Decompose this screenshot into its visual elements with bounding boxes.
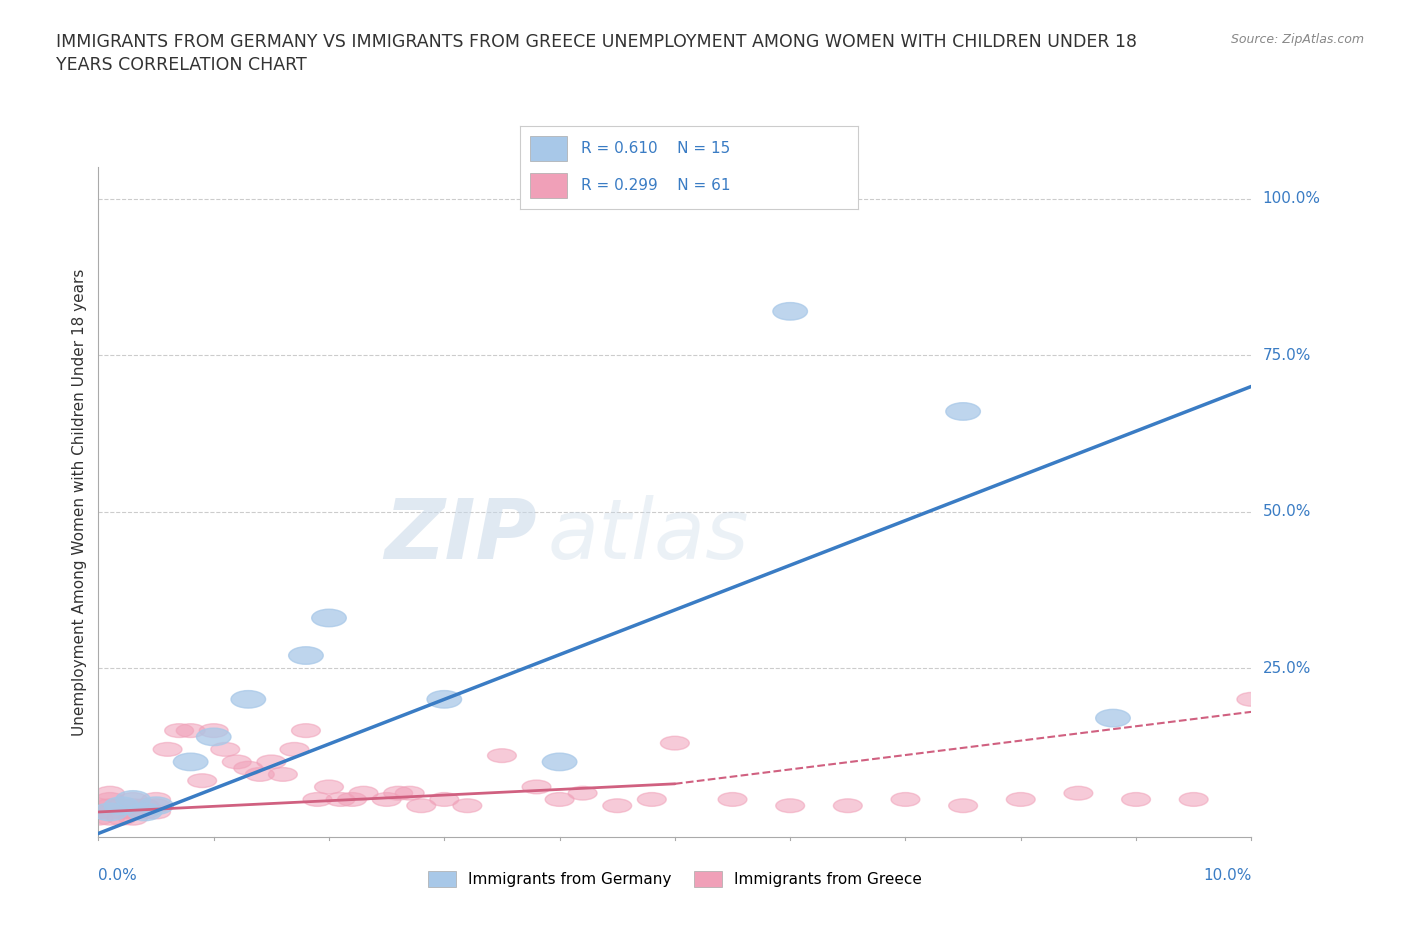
Ellipse shape: [107, 805, 136, 818]
Ellipse shape: [131, 799, 159, 813]
Ellipse shape: [522, 780, 551, 794]
Ellipse shape: [488, 749, 516, 763]
Ellipse shape: [603, 799, 631, 813]
Ellipse shape: [546, 792, 574, 806]
Ellipse shape: [246, 767, 274, 781]
Ellipse shape: [93, 804, 128, 821]
Ellipse shape: [453, 799, 482, 813]
Ellipse shape: [197, 728, 231, 746]
Ellipse shape: [1180, 792, 1208, 806]
Ellipse shape: [406, 799, 436, 813]
Ellipse shape: [142, 799, 170, 813]
Ellipse shape: [84, 799, 112, 813]
Ellipse shape: [773, 302, 807, 320]
Ellipse shape: [96, 805, 124, 818]
Ellipse shape: [231, 691, 266, 708]
Text: R = 0.299    N = 61: R = 0.299 N = 61: [581, 179, 731, 193]
Text: 10.0%: 10.0%: [1204, 868, 1251, 883]
Y-axis label: Unemployment Among Women with Children Under 18 years: Unemployment Among Women with Children U…: [72, 269, 87, 736]
Ellipse shape: [176, 724, 205, 737]
Ellipse shape: [173, 753, 208, 771]
Ellipse shape: [118, 811, 148, 825]
Ellipse shape: [543, 753, 576, 771]
Text: 0.0%: 0.0%: [98, 868, 138, 883]
Ellipse shape: [337, 792, 367, 806]
Ellipse shape: [96, 811, 124, 825]
Text: 100.0%: 100.0%: [1263, 192, 1320, 206]
Ellipse shape: [165, 724, 194, 737]
Ellipse shape: [1237, 693, 1265, 706]
Ellipse shape: [200, 724, 228, 737]
Ellipse shape: [373, 792, 401, 806]
Ellipse shape: [834, 799, 862, 813]
Ellipse shape: [326, 792, 354, 806]
FancyBboxPatch shape: [530, 136, 568, 161]
Ellipse shape: [153, 742, 181, 756]
Ellipse shape: [304, 792, 332, 806]
Ellipse shape: [96, 786, 124, 800]
Text: Source: ZipAtlas.com: Source: ZipAtlas.com: [1230, 33, 1364, 46]
Ellipse shape: [1064, 786, 1092, 800]
Ellipse shape: [222, 755, 252, 769]
Text: IMMIGRANTS FROM GERMANY VS IMMIGRANTS FROM GREECE UNEMPLOYMENT AMONG WOMEN WITH : IMMIGRANTS FROM GERMANY VS IMMIGRANTS FR…: [56, 33, 1137, 74]
Ellipse shape: [427, 691, 461, 708]
Ellipse shape: [1095, 710, 1130, 727]
Text: 75.0%: 75.0%: [1263, 348, 1310, 363]
Ellipse shape: [115, 790, 150, 808]
Ellipse shape: [661, 737, 689, 750]
Ellipse shape: [142, 792, 170, 806]
Ellipse shape: [718, 792, 747, 806]
Text: ZIP: ZIP: [384, 495, 537, 577]
Ellipse shape: [1007, 792, 1035, 806]
Ellipse shape: [349, 786, 378, 800]
Ellipse shape: [188, 774, 217, 788]
Ellipse shape: [312, 609, 346, 627]
Ellipse shape: [211, 742, 239, 756]
Ellipse shape: [430, 792, 458, 806]
Ellipse shape: [96, 792, 124, 806]
Ellipse shape: [139, 797, 173, 815]
Ellipse shape: [118, 792, 148, 806]
Ellipse shape: [269, 767, 297, 781]
Ellipse shape: [142, 805, 170, 818]
Ellipse shape: [291, 724, 321, 737]
Ellipse shape: [107, 811, 136, 825]
Legend: Immigrants from Germany, Immigrants from Greece: Immigrants from Germany, Immigrants from…: [422, 865, 928, 893]
Ellipse shape: [946, 403, 980, 420]
Ellipse shape: [84, 811, 112, 825]
Ellipse shape: [1122, 792, 1150, 806]
Ellipse shape: [84, 805, 112, 818]
Ellipse shape: [96, 799, 124, 813]
Ellipse shape: [949, 799, 977, 813]
FancyBboxPatch shape: [530, 173, 568, 198]
Ellipse shape: [257, 755, 285, 769]
Ellipse shape: [118, 805, 148, 818]
Text: 50.0%: 50.0%: [1263, 504, 1310, 519]
Ellipse shape: [104, 797, 139, 815]
Ellipse shape: [280, 742, 309, 756]
Ellipse shape: [288, 646, 323, 664]
Ellipse shape: [131, 805, 159, 818]
Text: atlas: atlas: [548, 495, 749, 577]
Ellipse shape: [891, 792, 920, 806]
Text: 25.0%: 25.0%: [1263, 660, 1310, 675]
Ellipse shape: [395, 786, 425, 800]
Ellipse shape: [233, 762, 263, 775]
Ellipse shape: [118, 799, 148, 813]
Ellipse shape: [128, 804, 162, 821]
Ellipse shape: [315, 780, 343, 794]
Ellipse shape: [107, 799, 136, 813]
Ellipse shape: [384, 786, 412, 800]
Ellipse shape: [568, 786, 598, 800]
Ellipse shape: [637, 792, 666, 806]
Text: R = 0.610    N = 15: R = 0.610 N = 15: [581, 140, 730, 155]
Ellipse shape: [776, 799, 804, 813]
